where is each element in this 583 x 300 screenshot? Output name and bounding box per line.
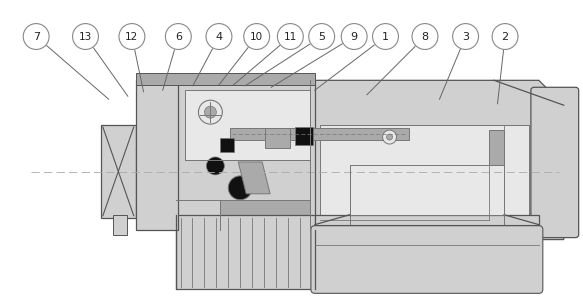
Circle shape xyxy=(206,24,232,50)
Circle shape xyxy=(229,176,252,200)
Bar xyxy=(230,128,409,140)
Bar xyxy=(320,125,529,225)
FancyBboxPatch shape xyxy=(311,226,543,293)
Text: 8: 8 xyxy=(422,32,429,41)
Text: 7: 7 xyxy=(33,32,40,41)
Text: 13: 13 xyxy=(79,32,92,41)
Circle shape xyxy=(373,24,398,50)
Circle shape xyxy=(492,24,518,50)
Circle shape xyxy=(387,134,392,140)
Circle shape xyxy=(72,24,99,50)
Text: 5: 5 xyxy=(318,32,325,41)
Circle shape xyxy=(206,157,224,175)
Circle shape xyxy=(412,24,438,50)
Circle shape xyxy=(119,24,145,50)
Text: 1: 1 xyxy=(382,32,389,41)
Polygon shape xyxy=(310,80,564,240)
Bar xyxy=(350,165,504,215)
Bar xyxy=(489,130,504,220)
Bar xyxy=(220,138,234,152)
Circle shape xyxy=(205,106,216,118)
Circle shape xyxy=(452,24,479,50)
Bar xyxy=(220,200,310,230)
Text: 9: 9 xyxy=(350,32,358,41)
Circle shape xyxy=(278,24,303,50)
Bar xyxy=(136,74,315,85)
Polygon shape xyxy=(238,162,270,194)
Text: 10: 10 xyxy=(250,32,264,41)
Bar xyxy=(175,75,310,85)
Circle shape xyxy=(244,24,269,50)
Circle shape xyxy=(341,24,367,50)
Text: 3: 3 xyxy=(462,32,469,41)
FancyBboxPatch shape xyxy=(531,87,579,238)
Circle shape xyxy=(198,100,222,124)
Circle shape xyxy=(309,24,335,50)
Bar xyxy=(101,125,136,218)
Text: 11: 11 xyxy=(284,32,297,41)
Bar xyxy=(265,128,290,148)
Bar xyxy=(295,127,313,145)
Bar xyxy=(113,215,127,235)
Circle shape xyxy=(382,130,396,144)
Circle shape xyxy=(166,24,191,50)
Text: 4: 4 xyxy=(215,32,223,41)
Circle shape xyxy=(23,24,49,50)
Bar xyxy=(136,80,178,230)
Bar xyxy=(185,90,310,160)
Bar xyxy=(175,215,315,290)
Polygon shape xyxy=(175,80,315,230)
Text: 2: 2 xyxy=(501,32,508,41)
Text: 6: 6 xyxy=(175,32,182,41)
Text: 12: 12 xyxy=(125,32,139,41)
Bar xyxy=(315,215,539,290)
